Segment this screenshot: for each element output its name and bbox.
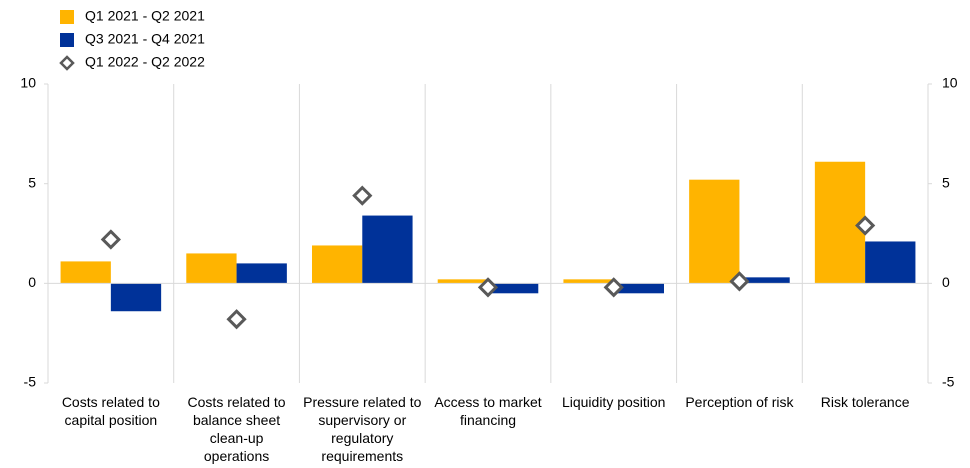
y-tick-label: -5 (24, 374, 37, 390)
y2-tick-label: -5 (942, 374, 955, 390)
x-tick-label: Pressure related to supervisory or regulat… (303, 394, 421, 464)
bar (739, 277, 790, 284)
y2-tick-label: 5 (942, 174, 950, 190)
bar (563, 279, 614, 284)
bar (110, 283, 162, 312)
x-tick-label: Risk tolerance (821, 394, 910, 410)
bar (362, 215, 413, 284)
bar (613, 283, 664, 294)
diamond-marker (729, 271, 750, 292)
legend-label: Q1 2021 - Q2 2021 (85, 8, 205, 24)
x-tick-label: Liquidity position (562, 394, 666, 410)
x-tick-label: Costs related to balance sheet clean-up ope… (188, 394, 286, 464)
x-tick-label: Perception of risk (685, 394, 794, 410)
bar (814, 161, 866, 284)
diamond-marker (226, 309, 247, 330)
bar (865, 241, 916, 284)
diamond-marker (603, 277, 624, 298)
legend-swatch (60, 33, 74, 47)
bar (60, 261, 111, 284)
diamond-marker (100, 229, 121, 250)
diamond-marker (855, 215, 876, 236)
y2-tick-label: 0 (942, 274, 950, 290)
y-tick-label: 5 (28, 174, 36, 190)
bar (186, 253, 237, 284)
bar (312, 245, 363, 284)
diamond-marker (352, 185, 373, 206)
y-tick-label: 10 (20, 75, 36, 91)
y-tick-label: 0 (28, 274, 36, 290)
bar (437, 279, 488, 284)
bar (488, 283, 539, 294)
legend-label: Q3 2021 - Q4 2021 (85, 31, 205, 47)
diamond-marker (477, 277, 499, 298)
x-tick-label: Access to market financing (434, 394, 541, 428)
legend-swatch (60, 10, 74, 24)
legend-swatch (59, 55, 75, 71)
bar (236, 263, 287, 284)
y2-tick-label: 10 (942, 75, 958, 91)
legend-label: Q1 2022 - Q2 2022 (85, 54, 205, 70)
bar (689, 179, 740, 284)
x-tick-label: Costs related to capital position (62, 394, 160, 428)
